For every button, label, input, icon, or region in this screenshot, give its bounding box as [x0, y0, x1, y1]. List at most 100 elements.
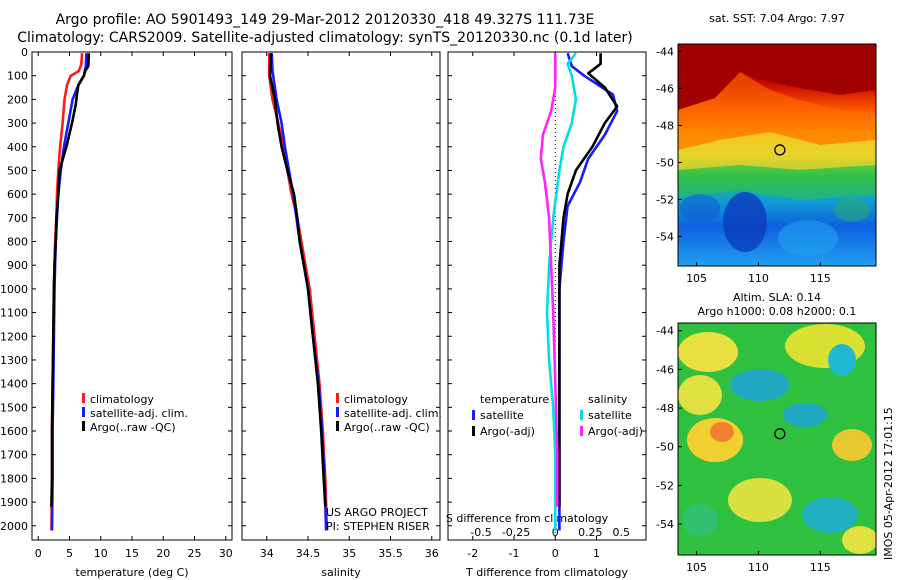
x-tick-label: -2 — [467, 547, 478, 560]
figure-title-line2: Climatology: CARS2009. Satellite-adjuste… — [17, 30, 633, 46]
series-line — [268, 53, 327, 507]
depth-tick-label: 200 — [7, 93, 28, 106]
map-y-tick-label: -48 — [656, 119, 674, 132]
map-y-tick-label: -46 — [656, 363, 674, 376]
depth-tick-label: 1100 — [0, 307, 28, 320]
series-line — [50, 53, 91, 507]
secondary-axis-label: S difference from climatology — [446, 512, 609, 525]
plot-frame — [241, 51, 441, 541]
legend-swatch — [82, 421, 85, 431]
legend-label: climatology — [344, 393, 408, 406]
float-position-marker — [774, 428, 786, 440]
map-x-tick-label: 110 — [748, 561, 769, 574]
legend-label: satellite-adj. clim. — [90, 407, 188, 420]
depth-tick-label: 1300 — [0, 354, 28, 367]
x-tick-label: 5 — [66, 547, 73, 560]
sst-map: sat. SST: 7.04 Argo: 7.97 105 110 115 -44 -4… — [656, 12, 877, 285]
map-x-tick-label: 105 — [686, 272, 707, 285]
legend-label: satellite — [588, 409, 632, 422]
depth-tick-label: 700 — [7, 212, 28, 225]
x-tick-label: 34.5 — [296, 547, 321, 560]
legend-swatch — [82, 407, 85, 417]
legend-swatch — [580, 426, 583, 436]
legend-swatch — [472, 410, 475, 420]
series-line — [558, 53, 619, 507]
depth-tick-label: 1900 — [0, 496, 28, 509]
depth-tick-label: 1800 — [0, 472, 28, 485]
x-tick-label: 20 — [156, 547, 170, 560]
depth-tick-label: 1000 — [0, 283, 28, 296]
depth-tick-label: 400 — [7, 141, 28, 154]
depth-tick-label: 1400 — [0, 378, 28, 391]
depth-tick-label: 800 — [7, 236, 28, 249]
depth-tick-label: 500 — [7, 164, 28, 177]
float-position-marker — [774, 144, 786, 156]
legend-label: climatology — [90, 393, 154, 406]
map-x-tick-label: 115 — [810, 561, 831, 574]
secondary-tick-label: 0.5 — [613, 526, 631, 539]
depth-tick-label: 1200 — [0, 330, 28, 343]
depth-tick-label: 100 — [7, 70, 28, 83]
map-y-tick-label: -50 — [656, 156, 674, 169]
depth-tick-label: 1700 — [0, 449, 28, 462]
map-x-tick-label: 110 — [748, 272, 769, 285]
legend-swatch — [82, 393, 85, 403]
figure-title-line1: Argo profile: AO 5901493_149 29-Mar-2012… — [55, 12, 595, 28]
map-y-tick-label: -50 — [656, 441, 674, 454]
map-y-tick-label: -46 — [656, 82, 674, 95]
series-line — [545, 52, 578, 531]
depth-tick-label: 600 — [7, 188, 28, 201]
sst-map-title: sat. SST: 7.04 Argo: 7.97 — [709, 12, 845, 25]
profile-panel-2: 34 34.5 35 35.5 36 salinity climatologysatelli… — [241, 51, 442, 579]
legend-swatch — [336, 421, 339, 431]
map-y-tick-label: -52 — [656, 193, 674, 206]
profile-panel-3: -2 -1 0 1 T difference from climatology -0.5-… — [446, 51, 647, 579]
map-y-tick-label: -52 — [656, 479, 674, 492]
depth-tick-label: 300 — [7, 117, 28, 130]
legend-swatch — [336, 393, 339, 403]
x-tick-label: 10 — [94, 547, 108, 560]
x-tick-label: -1 — [509, 547, 520, 560]
map-x-tick-label: 115 — [810, 272, 831, 285]
sla-map-subtitle: Argo h1000: 0.08 h2000: 0.1 — [698, 305, 857, 318]
legend-label: Argo(-adj) — [480, 425, 535, 438]
secondary-tick-label: 0 — [552, 526, 559, 539]
sla-map-title: Altim. SLA: 0.14 — [733, 291, 821, 304]
x-axis-label: salinity — [321, 566, 361, 579]
series-line — [539, 53, 559, 507]
profile-panel-1: 0100200300400500600700800900100011001200… — [0, 46, 233, 579]
x-tick-label: 1 — [593, 547, 600, 560]
map-y-tick-label: -44 — [656, 325, 674, 338]
x-tick-label: 35.5 — [378, 547, 403, 560]
legend-label: Argo(-adj) — [588, 425, 643, 438]
project-label: US ARGO PROJECT — [326, 506, 428, 519]
legend-swatch — [580, 410, 583, 420]
x-tick-label: 0 — [35, 547, 42, 560]
x-axis-label: T difference from climatology — [465, 566, 628, 579]
pi-label: PI: STEPHEN RISER — [326, 520, 430, 533]
legend-swatch — [472, 426, 475, 436]
x-tick-label: 36 — [425, 547, 439, 560]
x-tick-label: 25 — [188, 547, 202, 560]
depth-tick-label: 1500 — [0, 401, 28, 414]
legend-label: satellite-adj. clim. — [344, 407, 442, 420]
sla-map: Altim. SLA: 0.14 Argo h1000: 0.08 h2000:… — [656, 291, 877, 574]
depth-tick-label: 1600 — [0, 425, 28, 438]
x-tick-label: 35 — [342, 547, 356, 560]
map-x-tick-label: 105 — [686, 561, 707, 574]
x-tick-label: 0 — [552, 547, 559, 560]
legend-label: Argo(..raw -QC) — [344, 421, 430, 434]
legend-label: satellite — [480, 409, 524, 422]
x-tick-label: 30 — [219, 547, 233, 560]
secondary-tick-label: -0.5 — [470, 526, 491, 539]
depth-tick-label: 2000 — [0, 520, 28, 533]
map-y-tick-label: -54 — [656, 230, 674, 243]
map-y-tick-label: -54 — [656, 518, 674, 531]
secondary-tick-label: -0.25 — [502, 526, 530, 539]
x-tick-label: 34 — [260, 547, 274, 560]
map-y-tick-label: -48 — [656, 402, 674, 415]
x-axis-label: temperature (deg C) — [75, 566, 188, 579]
legend-swatch — [336, 407, 339, 417]
map-y-tick-label: -44 — [656, 45, 674, 58]
